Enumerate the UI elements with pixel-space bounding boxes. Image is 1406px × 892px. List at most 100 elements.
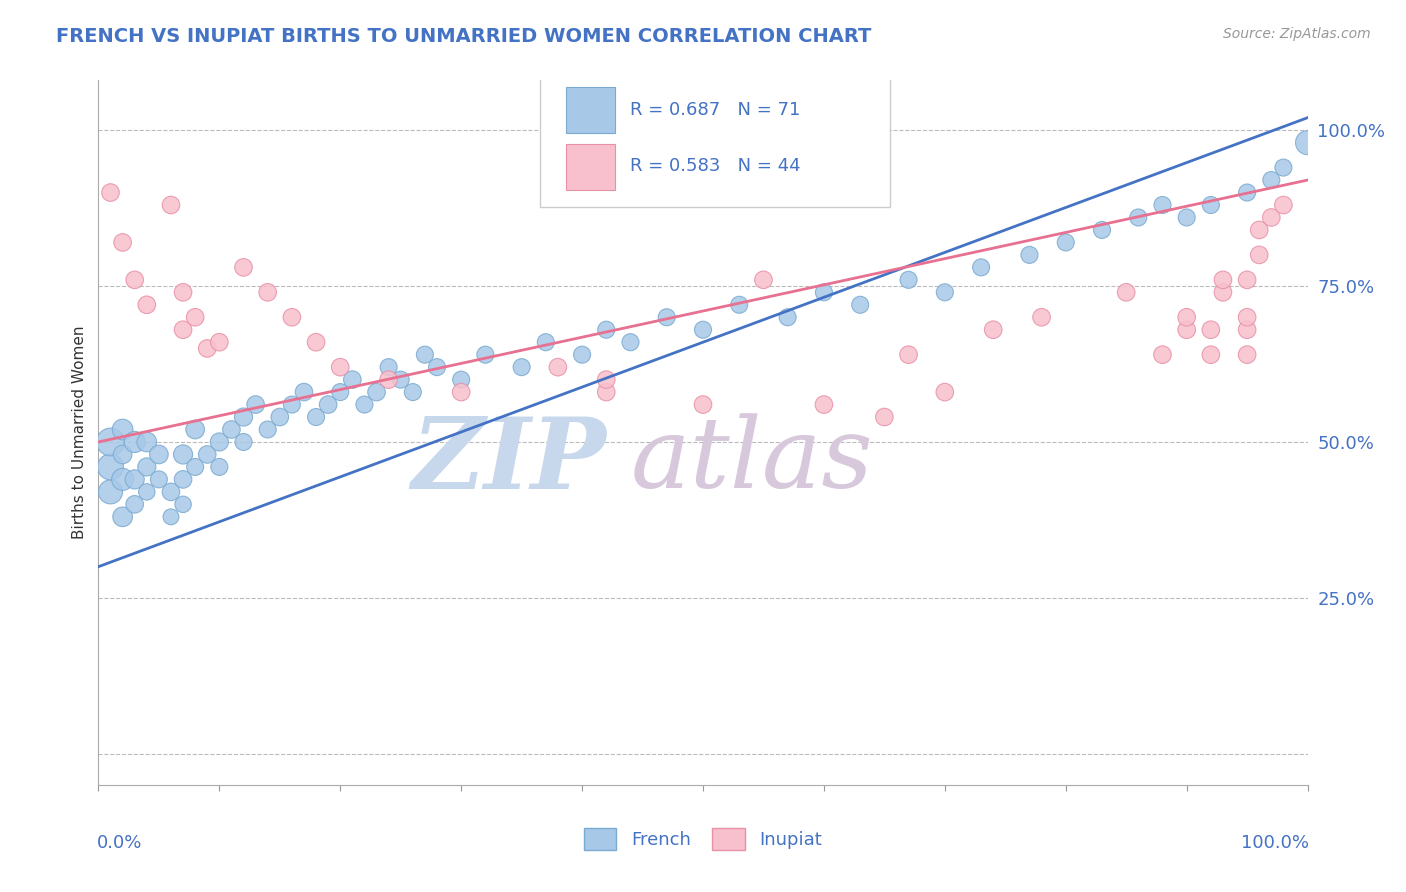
Point bbox=[160, 198, 183, 212]
Point bbox=[377, 373, 399, 387]
Point bbox=[1249, 248, 1271, 262]
Bar bbox=[567, 144, 614, 189]
Point bbox=[1031, 310, 1053, 325]
Point bbox=[221, 423, 243, 437]
Point bbox=[934, 285, 956, 300]
Point bbox=[305, 410, 328, 425]
Point bbox=[124, 497, 146, 511]
Text: atlas: atlas bbox=[630, 413, 873, 508]
Point bbox=[256, 423, 278, 437]
Point bbox=[135, 298, 157, 312]
Text: R = 0.687   N = 71: R = 0.687 N = 71 bbox=[630, 101, 801, 119]
Point bbox=[534, 335, 557, 350]
Point bbox=[970, 260, 993, 275]
Point bbox=[160, 484, 183, 499]
Point bbox=[184, 459, 207, 474]
Point bbox=[1272, 161, 1295, 175]
Point bbox=[595, 323, 617, 337]
Point bbox=[232, 434, 254, 449]
Point bbox=[1260, 211, 1282, 225]
Point bbox=[1212, 273, 1234, 287]
Point bbox=[849, 298, 872, 312]
Point bbox=[342, 373, 364, 387]
Point bbox=[100, 186, 122, 200]
Point bbox=[195, 342, 218, 356]
Point bbox=[1199, 323, 1222, 337]
Point bbox=[1199, 198, 1222, 212]
Point bbox=[208, 459, 231, 474]
Point bbox=[510, 360, 533, 375]
Point bbox=[1212, 285, 1234, 300]
Point bbox=[172, 285, 194, 300]
Point bbox=[281, 398, 304, 412]
Point bbox=[897, 273, 920, 287]
Text: FRENCH VS INUPIAT BIRTHS TO UNMARRIED WOMEN CORRELATION CHART: FRENCH VS INUPIAT BIRTHS TO UNMARRIED WO… bbox=[56, 27, 872, 45]
Point bbox=[245, 398, 267, 412]
Point bbox=[1152, 198, 1174, 212]
Point bbox=[619, 335, 641, 350]
Text: 0.0%: 0.0% bbox=[97, 834, 142, 852]
Point bbox=[813, 285, 835, 300]
Point bbox=[305, 335, 328, 350]
Point bbox=[111, 509, 134, 524]
Point bbox=[1249, 223, 1271, 237]
Text: ZIP: ZIP bbox=[412, 413, 606, 509]
Point bbox=[100, 484, 122, 499]
Point bbox=[474, 348, 496, 362]
Point bbox=[1236, 273, 1258, 287]
Point bbox=[776, 310, 799, 325]
Point bbox=[160, 509, 183, 524]
Point bbox=[1115, 285, 1137, 300]
Point bbox=[1018, 248, 1040, 262]
Point bbox=[547, 360, 569, 375]
Point bbox=[232, 410, 254, 425]
Point bbox=[208, 335, 231, 350]
Point bbox=[571, 348, 593, 362]
Point bbox=[413, 348, 436, 362]
Point bbox=[873, 410, 896, 425]
Point bbox=[100, 459, 122, 474]
Point bbox=[1272, 198, 1295, 212]
Point bbox=[450, 373, 472, 387]
Point bbox=[135, 434, 157, 449]
Point bbox=[1236, 348, 1258, 362]
Point bbox=[172, 447, 194, 461]
Point bbox=[148, 472, 170, 486]
Point bbox=[172, 497, 194, 511]
Point bbox=[728, 298, 751, 312]
Point bbox=[813, 398, 835, 412]
Point bbox=[329, 360, 352, 375]
Point bbox=[402, 385, 425, 400]
Legend: French, Inupiat: French, Inupiat bbox=[576, 821, 830, 857]
Point bbox=[1236, 323, 1258, 337]
Point bbox=[281, 310, 304, 325]
Point bbox=[208, 434, 231, 449]
Point bbox=[172, 472, 194, 486]
Point bbox=[1260, 173, 1282, 187]
Point bbox=[1236, 186, 1258, 200]
Point bbox=[981, 323, 1004, 337]
Point bbox=[329, 385, 352, 400]
Point bbox=[655, 310, 678, 325]
Point bbox=[366, 385, 388, 400]
Point bbox=[377, 360, 399, 375]
Point bbox=[135, 484, 157, 499]
Bar bbox=[567, 87, 614, 133]
Point bbox=[124, 434, 146, 449]
Point bbox=[148, 447, 170, 461]
Text: 100.0%: 100.0% bbox=[1240, 834, 1309, 852]
Point bbox=[135, 459, 157, 474]
Text: Source: ZipAtlas.com: Source: ZipAtlas.com bbox=[1223, 27, 1371, 41]
Point bbox=[692, 323, 714, 337]
Point bbox=[934, 385, 956, 400]
Point bbox=[353, 398, 375, 412]
Point bbox=[172, 323, 194, 337]
Point bbox=[100, 434, 122, 449]
Point bbox=[897, 348, 920, 362]
Point bbox=[1175, 323, 1198, 337]
Point bbox=[292, 385, 315, 400]
Point bbox=[595, 373, 617, 387]
Point bbox=[111, 423, 134, 437]
Point bbox=[111, 447, 134, 461]
Point bbox=[1175, 211, 1198, 225]
